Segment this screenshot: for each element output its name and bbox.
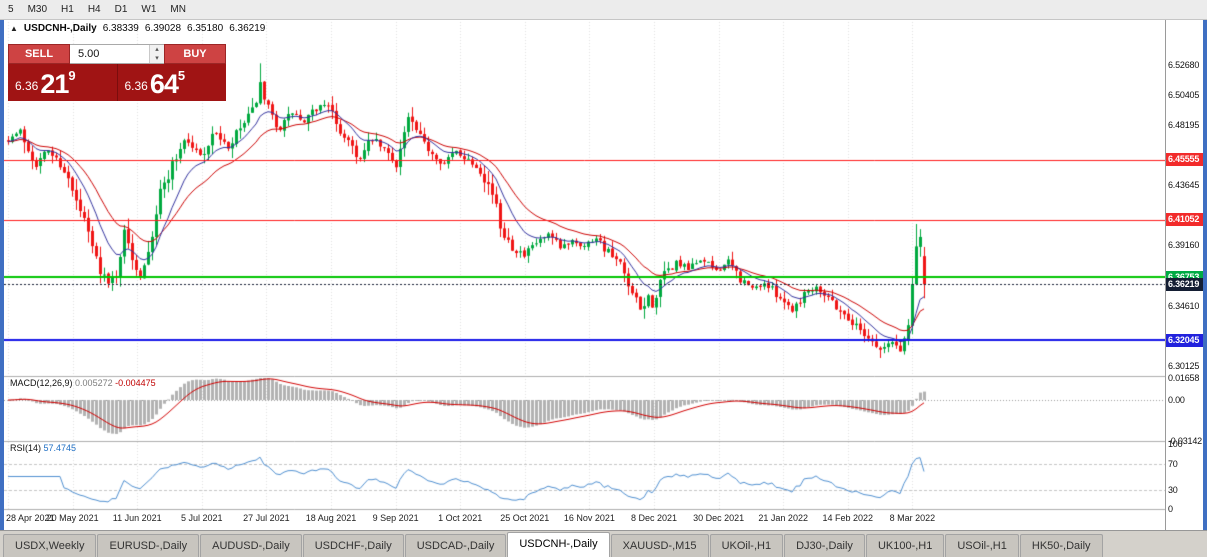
buy-price-big: 64 <box>149 69 179 99</box>
sell-price-display[interactable]: 6.36 21 9 <box>8 64 117 101</box>
price-axis: 6.52680 6.50405 6.48195 6.43645 6.39160 6.346… <box>1165 20 1204 530</box>
ohlc-close: 6.36219 <box>229 23 266 34</box>
tab-uk100-h1[interactable]: UK100-,H1 <box>865 534 945 557</box>
macd-signal-value: -0.004475 <box>115 378 156 388</box>
window-border-right <box>1203 20 1207 530</box>
date-label: 11 Jun 2021 <box>112 513 162 523</box>
date-label: 28 Apr 2021 <box>6 513 55 523</box>
price-chart-canvas[interactable] <box>4 20 1165 530</box>
tab-usdcad-daily[interactable]: USDCAD-,Daily <box>404 534 507 557</box>
buy-price-display[interactable]: 6.36 64 5 <box>116 64 226 101</box>
volume-field[interactable]: 5.00 ▴ ▾ <box>70 44 164 64</box>
volume-down-icon[interactable]: ▾ <box>150 54 164 63</box>
date-label: 25 Oct 2021 <box>500 513 550 523</box>
buy-price-prefix: 6.36 <box>124 79 148 93</box>
price-badge: 6.36219 <box>1166 277 1204 291</box>
rsi-axis-label: 70 <box>1168 458 1178 469</box>
date-label: 5 Jul 2021 <box>181 513 223 523</box>
timeframe-button-d1[interactable]: D1 <box>108 2 135 17</box>
date-label: 8 Mar 2022 <box>889 513 936 523</box>
volume-value[interactable]: 5.00 <box>78 48 100 60</box>
volume-spinner: ▴ ▾ <box>149 45 164 63</box>
date-label: 8 Dec 2021 <box>630 513 678 523</box>
chart-tab-bar: USDX,Weekly EURUSD-,Daily AUDUSD-,Daily USD… <box>0 530 1207 557</box>
date-label: 30 Dec 2021 <box>693 513 745 523</box>
timeframe-button-5[interactable]: 5 <box>1 2 21 17</box>
tab-xauusd-m15[interactable]: XAUUSD-,M15 <box>610 534 709 557</box>
timeframe-button-m30[interactable]: M30 <box>21 2 54 17</box>
buy-button[interactable]: BUY <box>164 44 226 64</box>
sell-price-sup: 9 <box>68 68 76 83</box>
date-axis: 28 Apr 2021 20 May 2021 11 Jun 2021 5 Jul 2… <box>0 509 1207 529</box>
rsi-axis-label: 0 <box>1168 504 1173 514</box>
rsi-indicator-label: RSI(14) 57.4745 <box>10 443 76 453</box>
date-label: 21 Jan 2022 <box>758 513 808 523</box>
date-label: 16 Nov 2021 <box>563 513 615 523</box>
buy-price-sup: 5 <box>177 68 186 83</box>
price-axis-label: 6.30125 <box>1168 360 1200 371</box>
volume-up-icon[interactable]: ▴ <box>150 45 164 54</box>
tab-dj30-daily[interactable]: DJ30-,Daily <box>784 534 865 557</box>
date-label: 1 Oct 2021 <box>438 513 483 523</box>
window-border-left <box>0 20 4 530</box>
sell-price-big: 21 <box>40 69 69 99</box>
rsi-name: RSI(14) <box>10 443 42 453</box>
chart-symbol-label: USDCNH-,Daily <box>23 23 97 34</box>
tab-ukoil-h1[interactable]: UKOil-,H1 <box>709 534 784 557</box>
macd-axis-label: 0.01658 <box>1168 373 1200 383</box>
timeframe-button-mn[interactable]: MN <box>163 2 193 17</box>
collapse-trade-widget-icon[interactable]: ▲ <box>10 24 18 33</box>
macd-axis-label: 0.00 <box>1168 395 1185 405</box>
price-badge: 6.45555 <box>1166 153 1204 167</box>
ohlc-open: 6.38339 <box>102 23 139 34</box>
date-label: 18 Aug 2021 <box>305 513 357 523</box>
chart-header: ▲ USDCNH-,Daily 6.38339 6.39028 6.35180 … <box>10 23 265 34</box>
one-click-trading-widget: SELL 5.00 ▴ ▾ BUY 6.36 21 9 6.36 64 5 <box>8 44 226 101</box>
macd-name: MACD(12,26,9) <box>10 378 73 388</box>
macd-indicator-label: MACD(12,26,9) 0.005272 -0.004475 <box>10 378 156 388</box>
timeframe-button-w1[interactable]: W1 <box>134 2 163 17</box>
ohlc-high: 6.39028 <box>144 23 182 34</box>
ohlc-low: 6.35180 <box>187 23 224 34</box>
price-badge: 6.32045 <box>1166 333 1204 347</box>
macd-value: 0.005272 <box>75 378 113 388</box>
sell-price-prefix: 6.36 <box>15 79 39 93</box>
timeframe-toolbar: 5 M30 H1 H4 D1 W1 MN <box>0 0 1207 20</box>
price-axis-label: 6.48195 <box>1168 119 1200 130</box>
price-axis-label: 6.34610 <box>1168 300 1200 311</box>
price-axis-label: 6.39160 <box>1168 240 1200 251</box>
price-badge: 6.41052 <box>1166 213 1204 227</box>
price-axis-label: 6.50405 <box>1168 90 1200 101</box>
timeframe-button-h1[interactable]: H1 <box>54 2 81 17</box>
timeframe-button-h4[interactable]: H4 <box>81 2 108 17</box>
rsi-axis-label: 30 <box>1168 484 1178 495</box>
price-axis-label: 6.52680 <box>1168 59 1200 70</box>
tab-hk50-daily[interactable]: HK50-,Daily <box>1019 534 1103 557</box>
date-label: 14 Feb 2022 <box>822 513 874 523</box>
sell-button[interactable]: SELL <box>8 44 70 64</box>
price-axis-label: 6.43645 <box>1168 180 1200 191</box>
date-label: 9 Sep 2021 <box>372 513 419 523</box>
rsi-axis-label: 100 <box>1168 439 1183 449</box>
tab-usoil-h1[interactable]: USOil-,H1 <box>945 534 1019 557</box>
tab-usdx-weekly[interactable]: USDX,Weekly <box>3 534 97 557</box>
tab-eurusd-daily[interactable]: EURUSD-,Daily <box>97 534 200 557</box>
tab-usdcnh-daily[interactable]: USDCNH-,Daily <box>507 532 610 557</box>
tab-audusd-daily[interactable]: AUDUSD-,Daily <box>200 534 302 557</box>
date-label: 27 Jul 2021 <box>243 513 290 523</box>
rsi-value: 57.4745 <box>43 443 77 453</box>
date-label: 20 May 2021 <box>46 513 99 523</box>
macd-axis-label: -0.03142 <box>1168 436 1202 446</box>
tab-usdchf-daily[interactable]: USDCHF-,Daily <box>302 534 404 557</box>
